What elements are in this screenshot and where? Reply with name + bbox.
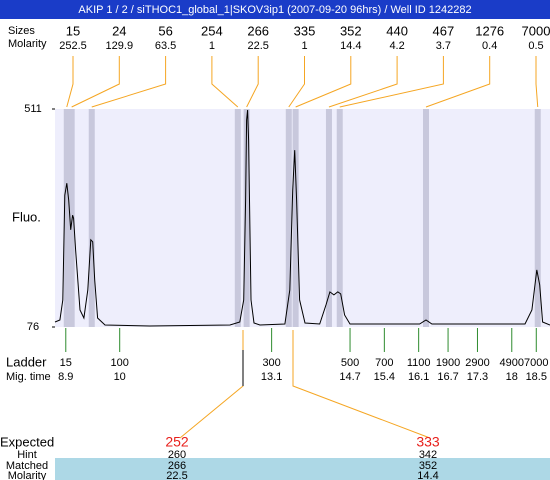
expected-row-label: Matched xyxy=(6,460,48,472)
peak-molarity: 22.5 xyxy=(247,40,268,52)
peak-molarity: 0.4 xyxy=(482,40,497,52)
peak-size: 1276 xyxy=(475,23,504,38)
ladder-size: 15 xyxy=(60,357,72,369)
peak-band xyxy=(234,109,241,327)
y-axis-label: Fluo. xyxy=(12,209,41,224)
expected-hint: 342 xyxy=(419,449,437,461)
peak-band xyxy=(243,109,250,327)
ladder-size: 2900 xyxy=(465,357,489,369)
expected-matched: 266 xyxy=(168,460,186,472)
peak-connector xyxy=(246,56,259,108)
peak-connector xyxy=(339,56,444,108)
ladder-size: 100 xyxy=(111,357,129,369)
peak-band xyxy=(423,109,430,327)
peak-molarity: 14.4 xyxy=(340,40,361,52)
ladder-size: 4900 xyxy=(500,357,524,369)
expected-molarity: 22.5 xyxy=(166,470,187,480)
ladder-size: 500 xyxy=(341,357,359,369)
peak-size: 266 xyxy=(247,23,269,38)
ladder-size: 700 xyxy=(375,357,393,369)
row-label: Molarity xyxy=(8,38,47,50)
ladder-label: Ladder xyxy=(6,354,47,369)
peak-connector xyxy=(66,56,74,108)
plot-area xyxy=(55,109,550,327)
peak-size: 24 xyxy=(112,23,126,38)
ladder-time: 8.9 xyxy=(58,371,73,383)
peak-size: 254 xyxy=(201,23,223,38)
peak-band xyxy=(292,109,299,327)
ladder-label: Mig. time xyxy=(6,371,51,383)
ladder-size: 300 xyxy=(262,357,280,369)
peak-size: 15 xyxy=(66,23,80,38)
title-bar xyxy=(0,0,550,19)
peak-band xyxy=(336,109,343,327)
ladder-time: 16.1 xyxy=(408,371,429,383)
matched-row-background xyxy=(55,458,550,480)
peak-connector xyxy=(425,56,491,108)
peak-molarity: 0.5 xyxy=(528,40,543,52)
peak-connector xyxy=(211,56,239,108)
peak-band xyxy=(68,109,75,327)
peak-connector xyxy=(288,56,305,108)
expected-molarity: 14.4 xyxy=(417,470,438,480)
peak-connector xyxy=(71,56,120,108)
expected-expected: 252 xyxy=(165,434,189,450)
expected-row-label: Molarity xyxy=(8,470,47,480)
ladder-time: 13.1 xyxy=(261,371,282,383)
peak-size: 352 xyxy=(340,23,362,38)
expected-connector xyxy=(179,330,244,439)
peak-band xyxy=(63,109,70,327)
ladder-time: 18 xyxy=(506,371,518,383)
peak-size: 440 xyxy=(386,23,408,38)
peak-molarity: 1 xyxy=(209,40,215,52)
expected-row-label: Expected xyxy=(0,434,54,449)
peak-connector xyxy=(535,56,539,108)
peak-size: 467 xyxy=(433,23,455,38)
y-tick-label: 76 xyxy=(27,321,39,333)
ladder-size: 1100 xyxy=(407,357,431,369)
peak-connector xyxy=(328,56,398,108)
ladder-time: 16.7 xyxy=(437,371,458,383)
expected-matched: 352 xyxy=(419,460,437,472)
expected-hint: 260 xyxy=(168,449,186,461)
chart-title: AKIP 1 / 2 / siTHOC1_global_1|SKOV3ip1 (… xyxy=(78,4,471,16)
ladder-time: 14.7 xyxy=(339,371,360,383)
peak-band xyxy=(325,109,332,327)
ladder-size: 1900 xyxy=(436,357,460,369)
ladder-time: 18.5 xyxy=(526,371,547,383)
peak-molarity: 4.2 xyxy=(389,40,404,52)
peak-band xyxy=(88,109,95,327)
expected-row-label: Hint xyxy=(17,449,37,461)
peak-molarity: 3.7 xyxy=(436,40,451,52)
peak-band xyxy=(285,109,292,327)
y-tick-label: 511 xyxy=(24,103,42,115)
ladder-time: 17.3 xyxy=(467,371,488,383)
expected-expected: 333 xyxy=(416,434,440,450)
peak-band xyxy=(534,109,541,327)
peak-molarity: 63.5 xyxy=(155,40,176,52)
peak-molarity: 129.9 xyxy=(106,40,134,52)
ladder-time: 10 xyxy=(114,371,126,383)
expected-connector xyxy=(292,330,431,439)
row-label: Sizes xyxy=(8,25,35,37)
peak-size: 56 xyxy=(158,23,172,38)
ladder-time: 15.4 xyxy=(374,371,395,383)
peak-size: 335 xyxy=(294,23,316,38)
peak-connector xyxy=(295,56,352,108)
peak-connector xyxy=(91,56,167,108)
ladder-size: 7000 xyxy=(524,357,548,369)
trace xyxy=(54,109,550,327)
peak-molarity: 252.5 xyxy=(59,40,87,52)
peak-molarity: 1 xyxy=(301,40,307,52)
peak-size: 7000 xyxy=(522,23,550,38)
